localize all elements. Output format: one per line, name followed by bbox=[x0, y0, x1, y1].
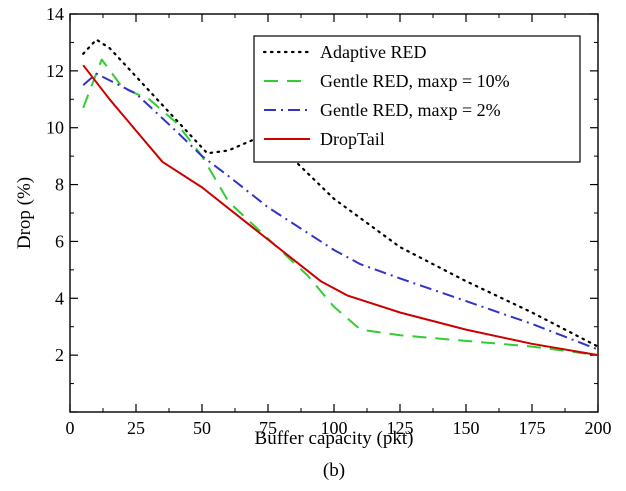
x-tick-label: 50 bbox=[193, 418, 211, 438]
x-tick-label: 125 bbox=[387, 418, 414, 438]
x-tick-label: 75 bbox=[259, 418, 277, 438]
x-tick-label: 100 bbox=[321, 418, 348, 438]
x-tick-label: 200 bbox=[585, 418, 612, 438]
x-tick-label: 150 bbox=[453, 418, 480, 438]
legend-label-3: Gentle RED, maxp = 2% bbox=[320, 100, 501, 120]
x-tick-label: 0 bbox=[66, 418, 75, 438]
x-axis-label: Buffer capacity (pkt) bbox=[255, 428, 414, 449]
y-tick-label: 14 bbox=[46, 4, 64, 24]
legend-box bbox=[253, 35, 581, 163]
legend-label-1: Adaptive RED bbox=[320, 42, 426, 62]
y-tick-label: 12 bbox=[46, 61, 64, 81]
x-tick-label: 175 bbox=[519, 418, 546, 438]
x-tick-label: 25 bbox=[127, 418, 145, 438]
axis-tick-labels: 0 25 50 75 100 125 150 175 200 2 4 6 8 10 12 14 bbox=[46, 4, 612, 438]
legend-label-2: Gentle RED, maxp = 10% bbox=[320, 71, 510, 91]
y-tick-label: 6 bbox=[55, 231, 64, 251]
series-line-4 bbox=[82, 64, 599, 357]
y-tick-label: 10 bbox=[46, 118, 64, 138]
y-tick-label: 2 bbox=[55, 345, 64, 365]
series-line-1 bbox=[82, 38, 600, 348]
legend-label-4: DropTail bbox=[320, 129, 385, 149]
series-lines bbox=[82, 38, 600, 357]
y-tick-label: 4 bbox=[55, 288, 64, 308]
legend: Adaptive RED Gentle RED, maxp = 10% Gentle… bbox=[253, 35, 581, 163]
y-tick-label: 8 bbox=[55, 175, 64, 195]
y-axis-label: Drop (%) bbox=[14, 177, 35, 249]
figure-caption: (b) bbox=[323, 460, 345, 481]
